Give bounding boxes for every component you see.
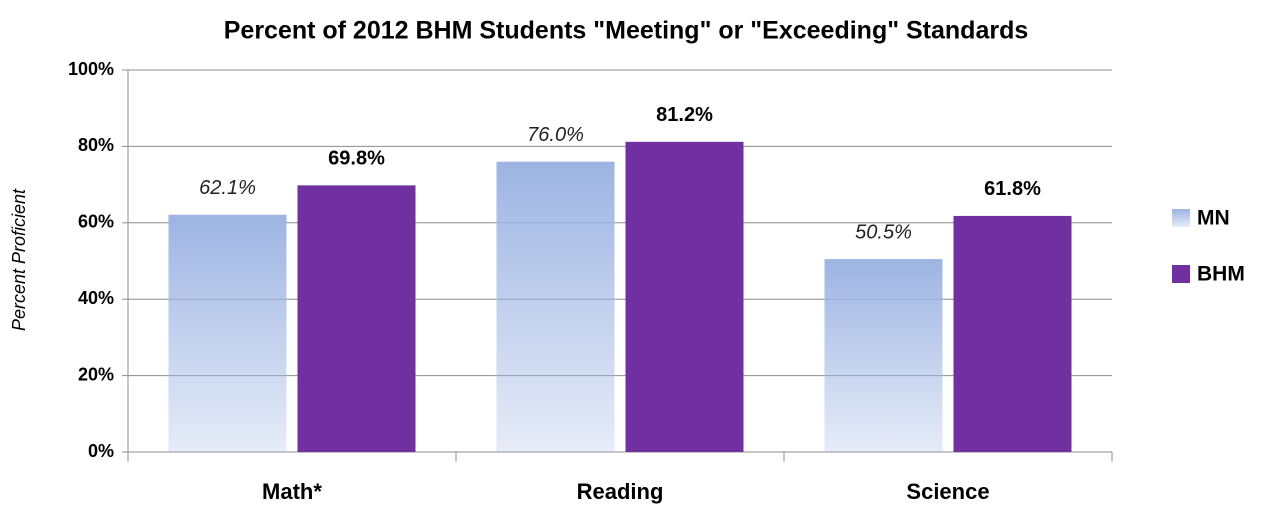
bar <box>496 161 615 452</box>
bar <box>625 141 744 453</box>
x-tick-label: Science <box>906 479 989 504</box>
data-label: 69.8% <box>328 148 385 170</box>
y-axis-label: Percent Proficient <box>9 188 29 331</box>
bar <box>297 185 416 452</box>
legend-swatch <box>1172 265 1190 283</box>
x-tick-label: Math* <box>262 479 322 504</box>
data-label: 76.0% <box>527 124 584 146</box>
bar <box>953 215 1072 452</box>
chart-title: Percent of 2012 BHM Students "Meeting" o… <box>224 17 1029 45</box>
bar <box>824 259 943 452</box>
legend-label: MN <box>1197 207 1230 230</box>
y-tick-label: 40% <box>78 288 114 308</box>
data-label: 50.5% <box>855 221 912 243</box>
y-tick-label: 100% <box>68 59 114 79</box>
bar <box>168 214 287 452</box>
x-tick-label: Reading <box>577 479 664 504</box>
data-label: 62.1% <box>199 177 256 199</box>
legend-swatch <box>1172 209 1190 227</box>
y-tick-label: 20% <box>78 364 114 384</box>
legend-label: BHM <box>1197 263 1245 286</box>
y-tick-label: 80% <box>78 135 114 155</box>
y-tick-label: 0% <box>88 441 114 461</box>
y-tick-label: 60% <box>78 212 114 232</box>
data-label: 61.8% <box>984 178 1041 200</box>
data-label: 81.2% <box>656 104 713 126</box>
